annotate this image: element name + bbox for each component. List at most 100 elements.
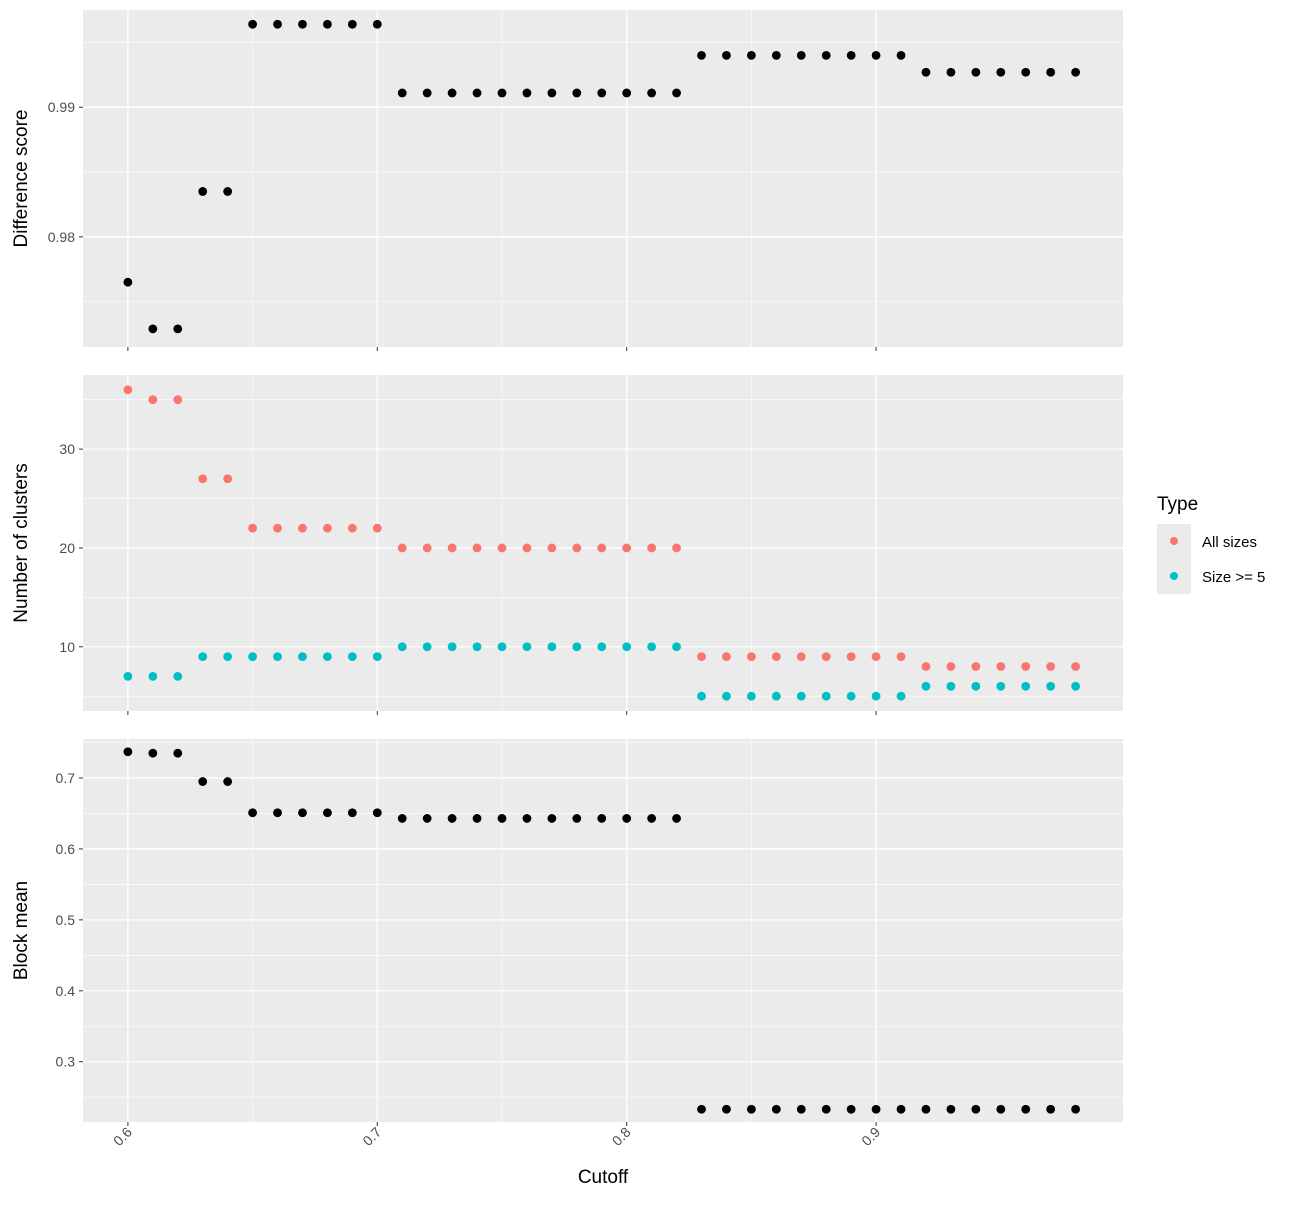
data-point xyxy=(547,814,557,823)
data-point xyxy=(597,543,607,553)
data-point xyxy=(821,1104,831,1114)
y-tick-label: 0.7 xyxy=(56,770,76,786)
legend-label-all-sizes: All sizes xyxy=(1202,534,1257,551)
data-point xyxy=(397,642,407,652)
y-axis-title: Difference score xyxy=(11,110,32,248)
data-point xyxy=(472,543,482,553)
data-point xyxy=(697,1104,706,1114)
x-tick-label: 0.8 xyxy=(609,1124,634,1149)
data-point xyxy=(123,385,133,395)
data-point xyxy=(572,543,582,553)
x-tick-label: 0.6 xyxy=(110,1124,135,1149)
data-point xyxy=(771,50,781,60)
data-point xyxy=(372,19,382,29)
data-point xyxy=(697,50,706,60)
data-point xyxy=(946,662,956,671)
data-point xyxy=(198,187,208,196)
data-point xyxy=(173,395,183,405)
data-point xyxy=(921,662,931,671)
data-point xyxy=(572,642,582,652)
data-point xyxy=(1021,662,1031,671)
data-point xyxy=(347,808,357,818)
data-point xyxy=(223,187,233,196)
data-point xyxy=(647,642,657,652)
y-tick-label: 0.6 xyxy=(56,841,76,857)
data-point xyxy=(1071,681,1081,691)
data-point xyxy=(323,808,332,818)
legend: Type All sizes Size >= 5 xyxy=(1157,494,1265,594)
data-point xyxy=(248,808,257,818)
data-point xyxy=(996,681,1006,691)
x-tick-label: 0.9 xyxy=(858,1124,883,1149)
panel-background xyxy=(83,739,1123,1122)
y-tick-label: 0.4 xyxy=(56,983,76,999)
data-point xyxy=(323,19,332,29)
series-1-all-sizes xyxy=(123,385,1081,671)
data-point xyxy=(622,543,632,553)
data-point xyxy=(397,543,407,553)
data-point xyxy=(971,67,981,77)
data-point xyxy=(996,662,1006,671)
panel-3: 0.3 0.4 0.5 0.6 0.7 Block mean 0.6 0.7 0.8 0.9 xyxy=(11,739,1123,1149)
data-point xyxy=(771,1104,781,1114)
data-point xyxy=(672,88,681,98)
data-point xyxy=(472,814,482,823)
data-point xyxy=(372,523,382,533)
data-point xyxy=(1071,662,1081,671)
data-point xyxy=(422,814,432,823)
data-point xyxy=(971,662,981,671)
data-point xyxy=(796,1104,806,1114)
data-point xyxy=(497,88,507,98)
legend-label-size-ge-5: Size >= 5 xyxy=(1202,569,1265,586)
data-point xyxy=(946,1104,956,1114)
data-point xyxy=(896,652,906,662)
data-point xyxy=(622,88,632,98)
data-point xyxy=(796,652,806,662)
data-point xyxy=(148,672,158,681)
data-point xyxy=(248,523,257,533)
data-point xyxy=(697,652,706,662)
data-point xyxy=(672,642,681,652)
data-point xyxy=(447,543,457,553)
y-tick-label: 0.99 xyxy=(48,99,75,115)
data-point xyxy=(722,691,731,701)
data-point xyxy=(996,67,1006,77)
data-point xyxy=(871,1104,881,1114)
data-point xyxy=(422,543,432,553)
data-point xyxy=(572,88,582,98)
data-point xyxy=(746,691,756,701)
data-point xyxy=(497,814,507,823)
data-point xyxy=(298,523,307,533)
data-point xyxy=(223,777,233,786)
data-point xyxy=(472,88,482,98)
data-point xyxy=(971,1104,981,1114)
data-point xyxy=(273,652,282,662)
data-point xyxy=(522,814,532,823)
data-point xyxy=(896,50,906,60)
data-point xyxy=(248,19,257,29)
data-point xyxy=(1071,67,1081,77)
x-tick-label: 0.7 xyxy=(359,1124,384,1149)
data-point xyxy=(871,691,881,701)
data-point xyxy=(323,652,332,662)
data-point xyxy=(422,88,432,98)
data-point xyxy=(397,88,407,98)
data-point xyxy=(547,642,557,652)
data-point xyxy=(248,652,257,662)
data-point xyxy=(447,88,457,98)
data-point xyxy=(273,19,282,29)
data-point xyxy=(397,814,407,823)
data-point xyxy=(896,1104,906,1114)
y-tick-label: 0.5 xyxy=(56,912,76,928)
x-axis-title: Cutoff xyxy=(578,1167,629,1188)
data-point xyxy=(921,1104,931,1114)
data-point xyxy=(846,1104,856,1114)
data-point xyxy=(672,814,681,823)
data-point xyxy=(123,672,133,681)
data-point xyxy=(946,67,956,77)
data-point xyxy=(1046,67,1056,77)
data-point xyxy=(896,691,906,701)
data-point xyxy=(1046,1104,1056,1114)
